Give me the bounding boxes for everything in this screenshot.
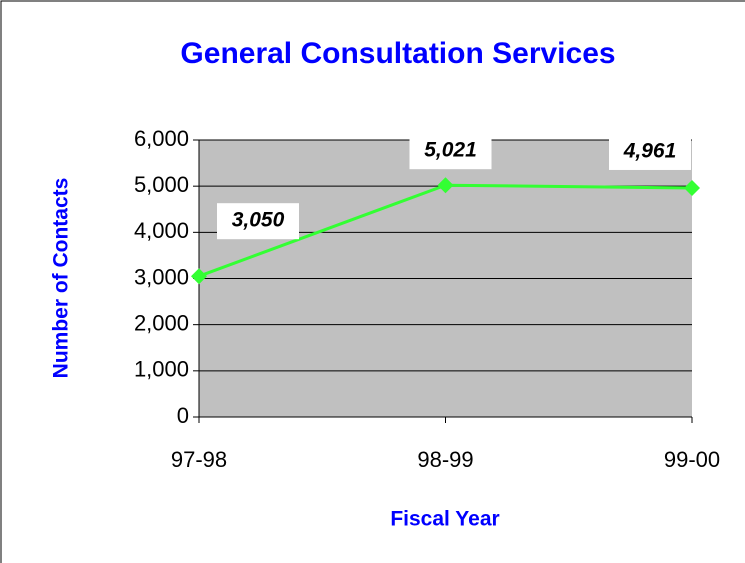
y-tick-label: 5,000 bbox=[134, 172, 189, 197]
y-tick-label: 1,000 bbox=[134, 357, 189, 382]
data-label: 4,961 bbox=[623, 140, 677, 163]
data-label: 3,050 bbox=[232, 209, 285, 232]
y-tick-label: 2,000 bbox=[134, 310, 189, 335]
data-point bbox=[437, 177, 454, 194]
x-tick-label: 99-00 bbox=[664, 447, 720, 472]
data-label-box bbox=[217, 203, 299, 240]
y-tick-label: 0 bbox=[177, 403, 189, 428]
x-tick-label: 97-98 bbox=[171, 447, 227, 472]
data-label-box bbox=[409, 133, 492, 170]
y-tick-label: 6,000 bbox=[134, 126, 189, 151]
data-label-box bbox=[609, 133, 691, 170]
y-axis-label: Number of Contacts bbox=[50, 178, 73, 379]
chart-title: General Consultation Services bbox=[180, 37, 615, 70]
x-axis-label: Fiscal Year bbox=[390, 508, 499, 531]
y-tick-label: 3,000 bbox=[134, 264, 189, 289]
y-tick-label: 4,000 bbox=[134, 218, 189, 243]
data-point bbox=[684, 179, 700, 196]
data-point bbox=[191, 268, 207, 285]
data-label: 5,021 bbox=[424, 139, 477, 162]
x-tick-label: 98-99 bbox=[417, 447, 473, 472]
